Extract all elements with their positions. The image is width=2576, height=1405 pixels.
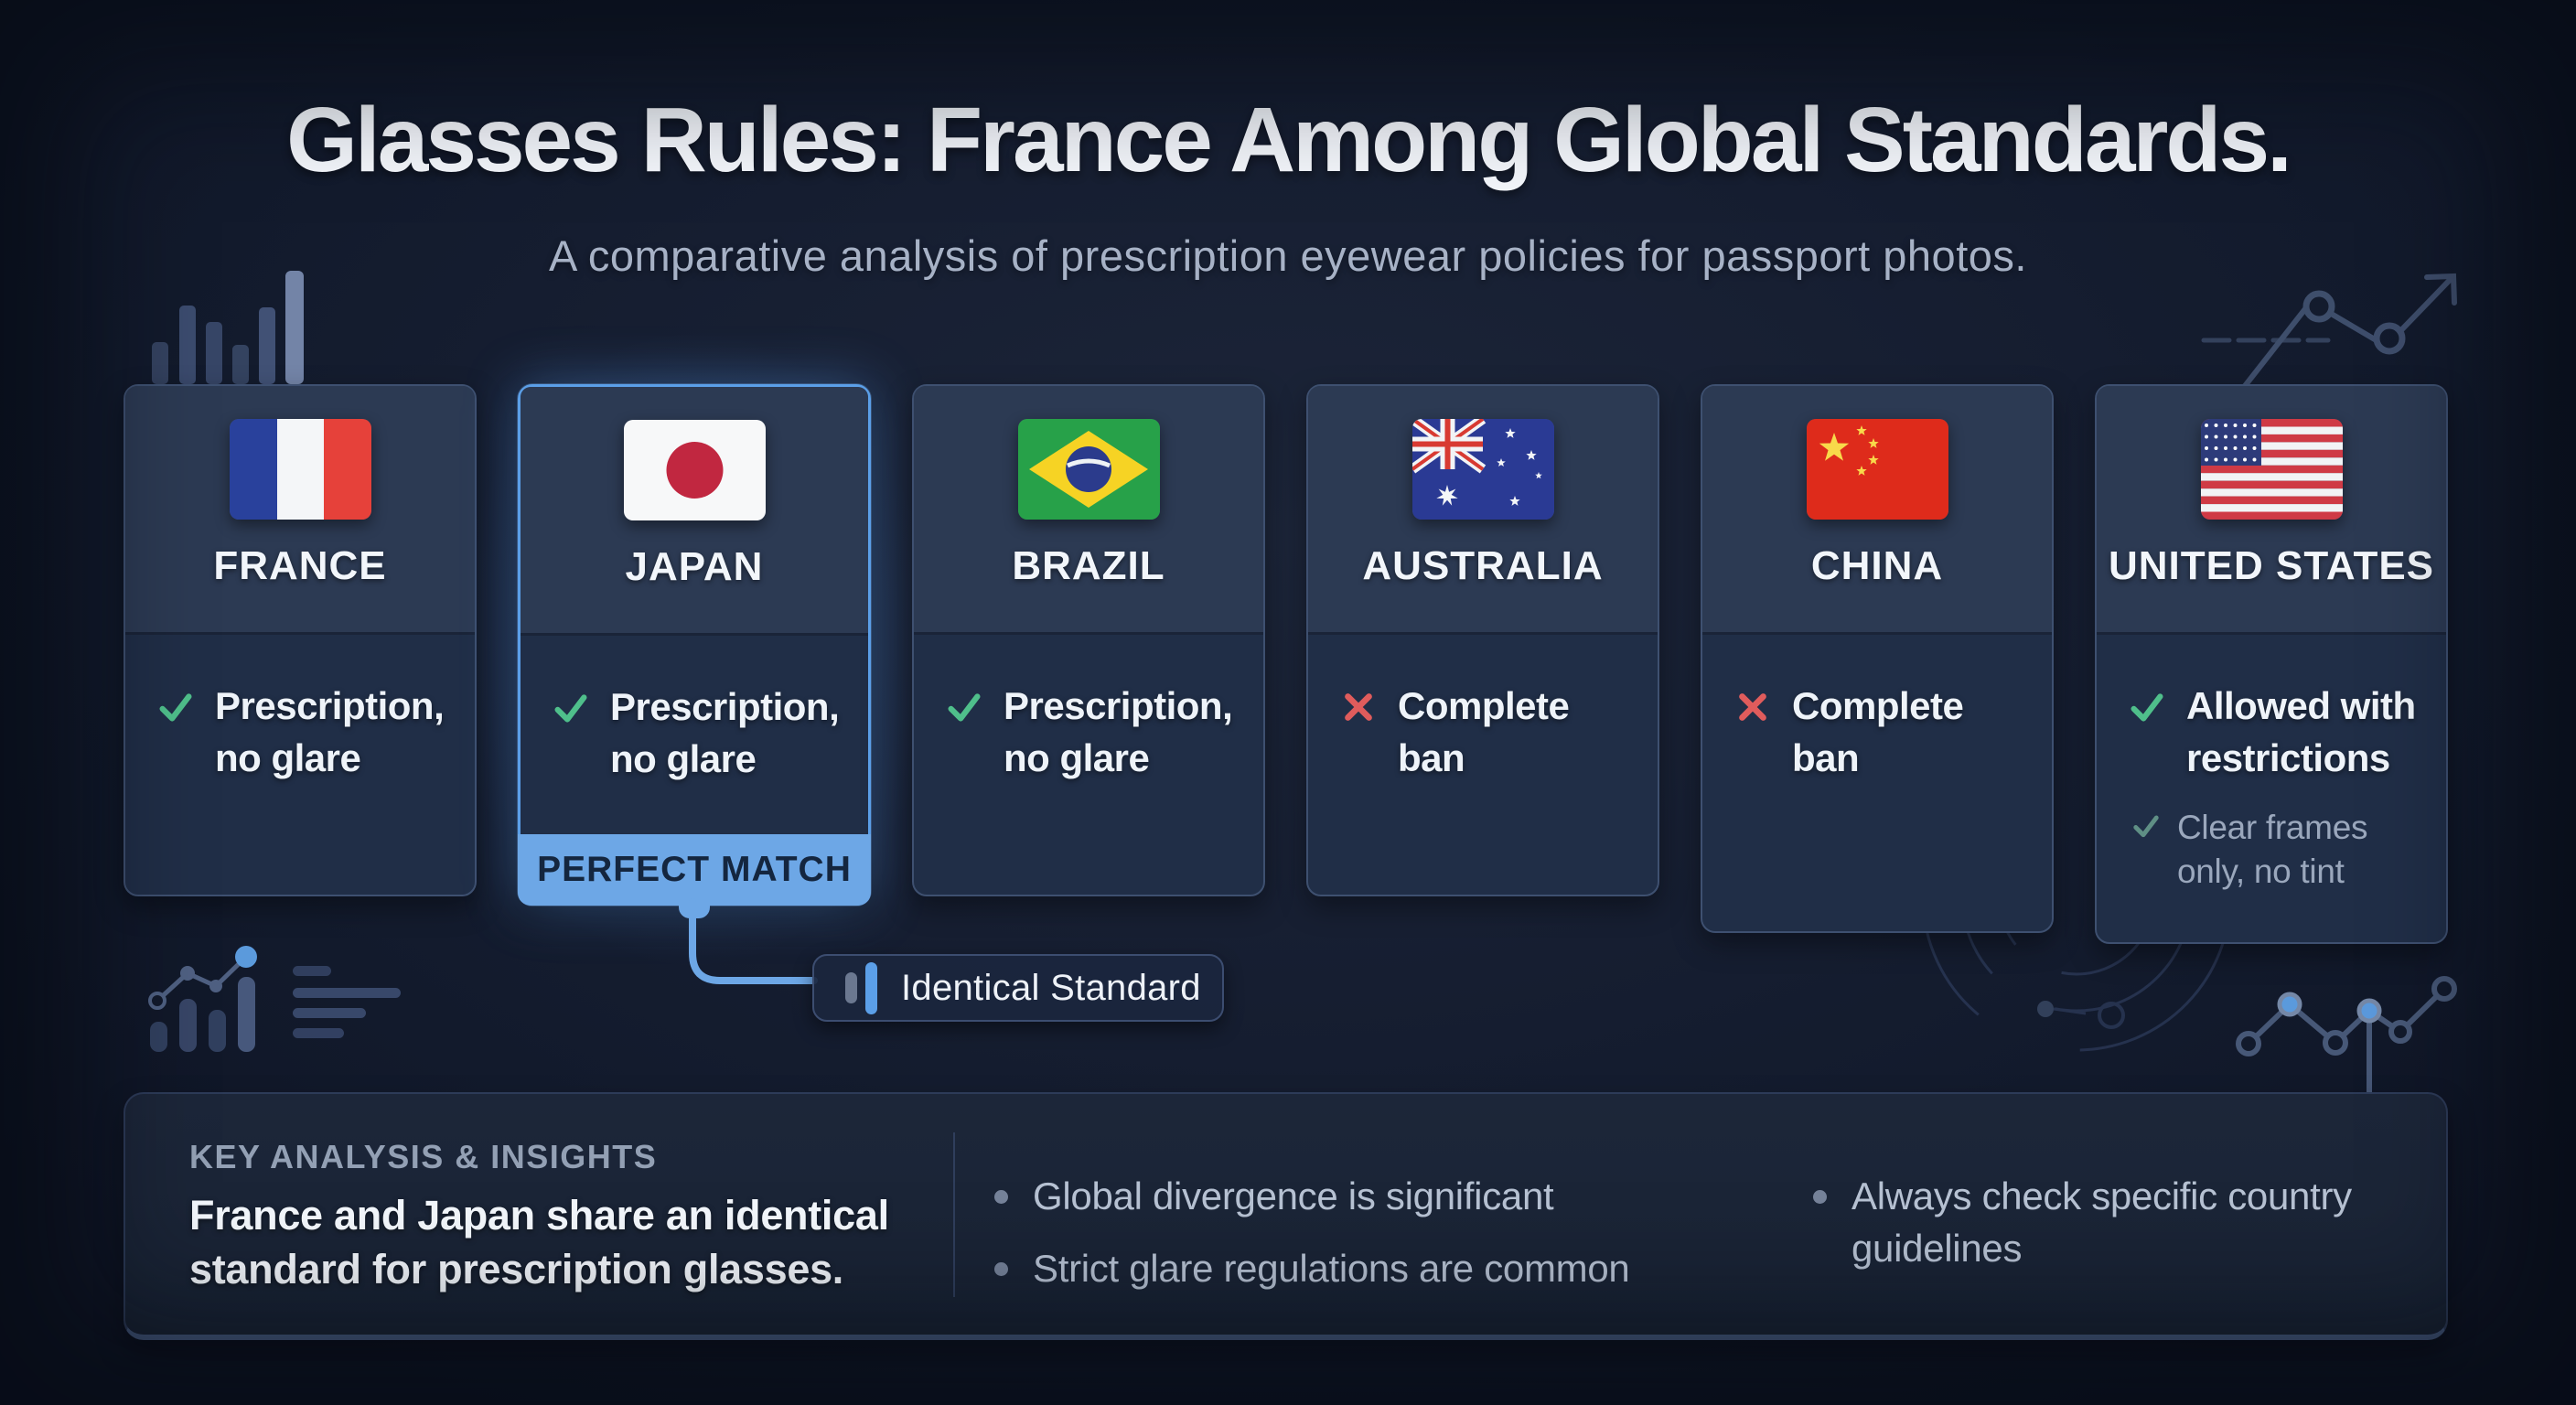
rule-text: Prescription, no glare	[610, 685, 840, 780]
country-label: AUSTRALIA	[1362, 543, 1604, 588]
insights-summary: France and Japan share an identical stan…	[189, 1192, 889, 1292]
check-icon	[550, 687, 592, 785]
card-australia: AUSTRALIA Complete ban	[1306, 384, 1659, 896]
rule-row: Prescription, no glare	[155, 681, 453, 784]
bar-gray-icon	[845, 972, 857, 1003]
bullet-text: Strict glare regulations are common	[1033, 1246, 1630, 1290]
rule-row: Prescription, no glare	[943, 681, 1241, 784]
bullet-text: Global divergence is significant	[1033, 1174, 1554, 1217]
page-title: Glasses Rules: France Among Global Stand…	[286, 89, 2292, 191]
zigzag-chart-decoration-icon	[2236, 976, 2457, 1096]
country-label: CHINA	[1810, 543, 1944, 588]
insight-bullet: Strict glare regulations are common	[994, 1243, 1744, 1295]
country-label: JAPAN	[625, 544, 764, 589]
insights-heading: KEY ANALYSIS & INSIGHTS	[189, 1138, 658, 1175]
subrule-row: Clear frames only, no tint	[2126, 806, 2424, 894]
usa-flag-icon	[2200, 419, 2343, 520]
card-japan: JAPAN Prescription, no glare PERFECT MAT…	[518, 384, 871, 906]
card-body: Prescription, no glare	[521, 636, 868, 785]
rule-row: Complete ban	[1732, 681, 2030, 784]
rule-text: Prescription, no glare	[215, 684, 445, 779]
cards-row: FRANCE Prescription, no glare JAPAN Pres…	[123, 384, 2448, 944]
rule-row: Prescription, no glare	[550, 681, 846, 785]
card-header: FRANCE	[125, 386, 475, 635]
card-body: Allowed with restrictions Clear frames o…	[2097, 635, 2446, 895]
bullet-text: Always check specific country guidelines	[1852, 1174, 2352, 1270]
card-body: Prescription, no glare	[914, 635, 1263, 784]
card-body: Complete ban	[1702, 635, 2052, 784]
card-header: CHINA	[1702, 386, 2052, 635]
identical-standard-pill: Identical Standard	[812, 954, 1224, 1022]
bullet-dot-icon	[1813, 1190, 1827, 1204]
card-header: AUSTRALIA	[1308, 386, 1658, 635]
check-icon	[943, 686, 985, 784]
rule-text: Allowed with restrictions	[2186, 684, 2416, 779]
country-label: UNITED STATES	[2108, 543, 2435, 588]
card-china: CHINA Complete ban	[1701, 384, 2054, 933]
china-flag-icon	[1806, 419, 1948, 520]
rule-text: Prescription, no glare	[1004, 684, 1233, 779]
country-label: BRAZIL	[1012, 543, 1165, 588]
bars-icon	[845, 961, 877, 1014]
insights-divider	[953, 1132, 955, 1297]
cross-icon	[1732, 686, 1774, 784]
card-body: Prescription, no glare	[125, 635, 475, 784]
bullet-dot-icon	[994, 1261, 1008, 1276]
insight-bullet: Global divergence is significant	[994, 1171, 1744, 1223]
bar-blue-icon	[865, 961, 877, 1014]
country-label: FRANCE	[213, 543, 387, 588]
rule-row: Allowed with restrictions	[2126, 681, 2424, 784]
brazil-flag-icon	[1017, 419, 1160, 520]
insights-bullets-right: Always check specific country guidelines	[1813, 1171, 2380, 1294]
card-header: UNITED STATES	[2097, 386, 2446, 635]
combo-chart-decoration-icon	[148, 946, 257, 1052]
insights-bullets-middle: Global divergence is significant Strict g…	[994, 1171, 1744, 1314]
insights-panel: KEY ANALYSIS & INSIGHTS France and Japan…	[123, 1092, 2448, 1340]
rule-text: Complete ban	[1398, 684, 1570, 779]
bar-chart-decoration-icon	[152, 271, 304, 384]
card-france: FRANCE Prescription, no glare	[123, 384, 477, 896]
rule-text: Complete ban	[1792, 684, 1964, 779]
text-lines-decoration-icon	[293, 966, 401, 1038]
bullet-dot-icon	[994, 1190, 1008, 1204]
cross-icon	[1337, 686, 1379, 784]
check-icon	[2126, 686, 2168, 784]
france-flag-icon	[229, 419, 371, 520]
australia-flag-icon	[1411, 419, 1554, 520]
identical-standard-label: Identical Standard	[901, 967, 1201, 1008]
card-body: Complete ban	[1308, 635, 1658, 784]
card-header: JAPAN	[521, 387, 868, 636]
check-small-icon	[2130, 810, 2163, 894]
page-subtitle: A comparative analysis of prescription e…	[549, 231, 2027, 280]
connector-line	[689, 898, 818, 984]
subrule-text: Clear frames only, no tint	[2177, 809, 2368, 891]
card-usa: UNITED STATES Allowed with restrictions …	[2095, 384, 2448, 944]
card-brazil: BRAZIL Prescription, no glare	[912, 384, 1265, 896]
check-icon	[155, 686, 197, 784]
rule-row: Complete ban	[1337, 681, 1636, 784]
insight-bullet: Always check specific country guidelines	[1813, 1171, 2380, 1274]
japan-flag-icon	[623, 420, 766, 520]
perfect-match-badge: PERFECT MATCH	[518, 834, 871, 906]
card-header: BRAZIL	[914, 386, 1263, 635]
